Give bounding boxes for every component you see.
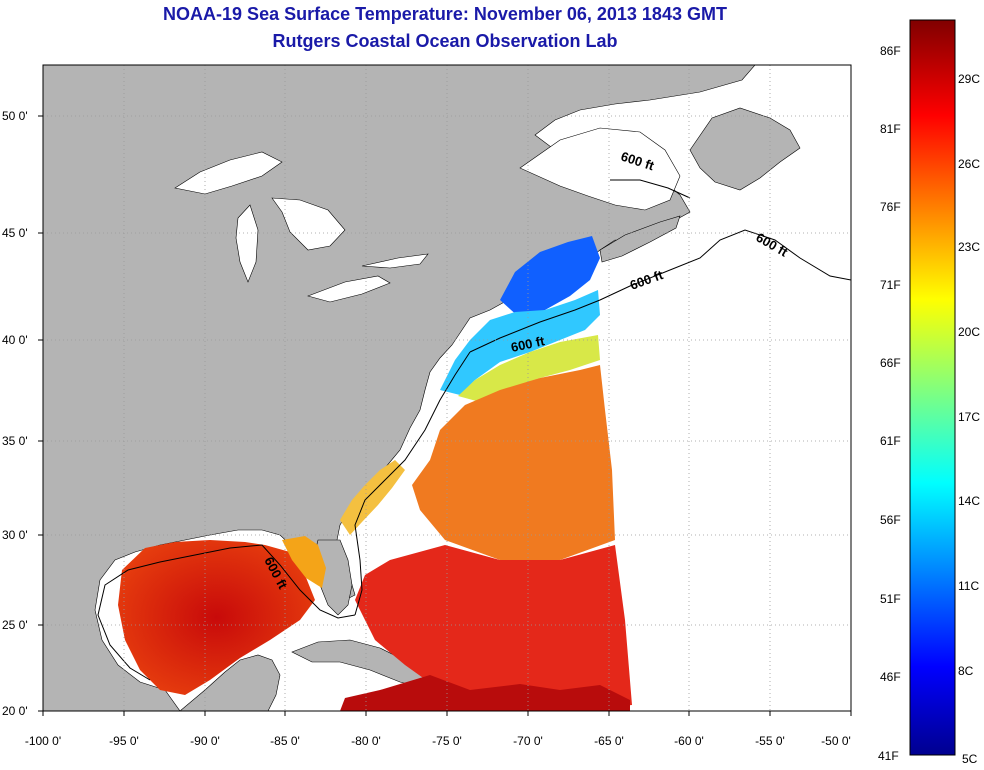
lat-tick-label: 30 0' <box>2 528 28 542</box>
sst-gulf-of-maine <box>500 236 600 318</box>
colorbar: 86F 81F 76F 71F 66F 61F 56F 51F 46F 41F … <box>878 19 980 766</box>
lon-tick-label: -85 0' <box>270 734 300 748</box>
lon-tick-label: -60 0' <box>674 734 704 748</box>
great-lakes <box>174 151 429 303</box>
isobath-600ft <box>97 179 851 681</box>
colorbar-f-label: 66F <box>880 356 901 370</box>
sst-southeast-shelf <box>340 460 405 535</box>
colorbar-f-label: 86F <box>880 44 901 58</box>
lon-tick-label: -80 0' <box>351 734 381 748</box>
sst-gulf-of-mexico <box>118 540 315 695</box>
colorbar-c-label: 17C <box>958 410 980 424</box>
lon-tick-label: -95 0' <box>109 734 139 748</box>
lon-tick-label: -100 0' <box>25 734 61 748</box>
colorbar-c-label: 20C <box>958 325 980 339</box>
colorbar-f-label: 41F <box>878 749 899 763</box>
latitude-axis: 50 0' 45 0' 40 0' 35 0' 30 0' 25 0' 20 0… <box>2 109 43 718</box>
lat-tick-label: 35 0' <box>2 434 28 448</box>
lon-tick-label: -65 0' <box>594 734 624 748</box>
lon-tick-label: -75 0' <box>432 734 462 748</box>
colorbar-f-label: 76F <box>880 200 901 214</box>
sst-caribbean <box>340 675 630 711</box>
lat-tick-label: 45 0' <box>2 226 28 240</box>
lon-tick-label: -90 0' <box>190 734 220 748</box>
colorbar-c-label: 23C <box>958 240 980 254</box>
lat-tick-label: 40 0' <box>2 333 28 347</box>
gulf-of-st-lawrence <box>519 127 681 211</box>
colorbar-f-label: 61F <box>880 434 901 448</box>
lon-tick-label: -50 0' <box>821 734 851 748</box>
colorbar-f-label: 71F <box>880 278 901 292</box>
colorbar-c-label: 8C <box>958 664 974 678</box>
sst-atlantic-red <box>355 545 632 711</box>
sst-atlantic-orange <box>412 365 615 560</box>
lon-tick-label: -55 0' <box>755 734 785 748</box>
lat-tick-label: 20 0' <box>2 704 28 718</box>
sst-mid-atlantic-band <box>458 335 600 402</box>
colorbar-f-label: 81F <box>880 122 901 136</box>
map-subtitle: Rutgers Coastal Ocean Observation Lab <box>272 31 618 51</box>
sst-shelf-cyan <box>440 290 600 395</box>
map-title: NOAA-19 Sea Surface Temperature: Novembe… <box>163 4 727 24</box>
lon-tick-label: -70 0' <box>513 734 543 748</box>
land-newfoundland <box>689 107 801 191</box>
sst-florida-shelf <box>282 536 326 588</box>
longitude-axis: -100 0' -95 0' -90 0' -85 0' -80 0' -75 … <box>25 711 852 748</box>
colorbar-f-label: 51F <box>880 592 901 606</box>
colorbar-c-label: 11C <box>958 579 979 593</box>
colorbar-c-label: 5C <box>962 752 978 766</box>
colorbar-f-label: 56F <box>880 513 901 527</box>
land-nova-scotia <box>599 215 681 263</box>
colorbar-c-label: 26C <box>958 157 980 171</box>
map-gridlines <box>43 65 851 711</box>
colorbar-f-label: 46F <box>880 670 901 684</box>
map-layers <box>43 65 851 711</box>
colorbar-c-label: 14C <box>958 494 980 508</box>
colorbar-gradient <box>909 19 956 756</box>
contour-label: 600 ft <box>510 333 547 355</box>
colorbar-c-label: 29C <box>958 72 980 86</box>
lat-tick-label: 50 0' <box>2 109 28 123</box>
lat-tick-label: 25 0' <box>2 618 28 632</box>
